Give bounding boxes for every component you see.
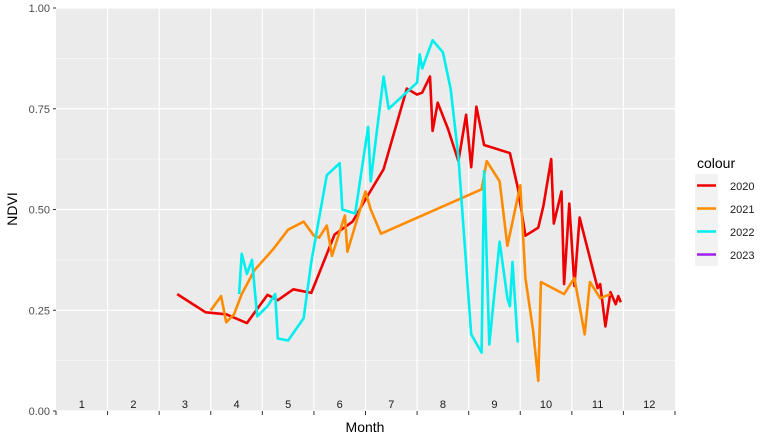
legend-label-2020: 2020 [730, 181, 754, 193]
month-label: 12 [643, 399, 655, 411]
legend-items: 2020 2021 2022 2023 [695, 174, 754, 266]
y-axis: 0.00 0.25 0.50 0.75 1.00 [29, 3, 56, 418]
month-label: 5 [285, 399, 291, 411]
y-tick-label: 0.25 [29, 305, 50, 317]
month-label: 2 [130, 399, 136, 411]
series-line-2020 [176, 75, 623, 328]
month-label: 8 [440, 399, 446, 411]
month-label: 9 [491, 399, 497, 411]
month-label: 10 [540, 399, 552, 411]
legend: colour 2020 2021 2022 2023 [695, 155, 754, 266]
x-category-labels: 1 2 3 4 5 6 7 8 9 10 11 12 [79, 399, 656, 411]
y-axis-title: NDVI [4, 192, 20, 225]
legend-label-2022: 2022 [730, 227, 754, 239]
month-label: 1 [79, 399, 85, 411]
month-label: 3 [182, 399, 188, 411]
month-label: 4 [233, 399, 239, 411]
month-label: 6 [337, 399, 343, 411]
legend-label-2021: 2021 [730, 204, 754, 216]
grid-major [56, 7, 675, 412]
month-label: 11 [592, 399, 603, 411]
legend-label-2023: 2023 [730, 250, 754, 262]
x-axis [55, 411, 676, 415]
y-tick-label: 0.00 [29, 406, 50, 418]
y-tick-label: 0.75 [29, 104, 50, 116]
month-label: 7 [388, 399, 394, 411]
x-axis-title: Month [346, 419, 385, 435]
series-line-2021 [209, 159, 611, 383]
y-tick-label: 1.00 [29, 3, 50, 15]
y-tick-label: 0.50 [29, 205, 50, 217]
series-layer [176, 38, 623, 383]
legend-title: colour [697, 155, 735, 171]
series-line-2022 [237, 38, 519, 354]
